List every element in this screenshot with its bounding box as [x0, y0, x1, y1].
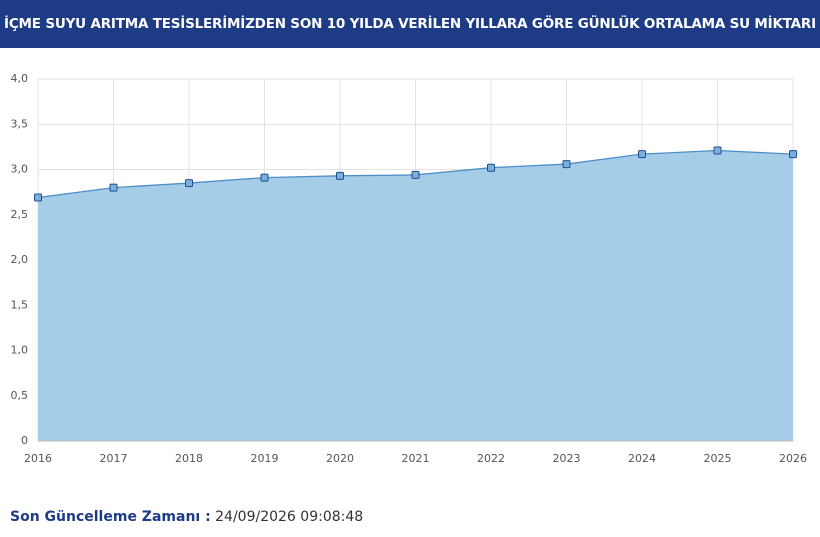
y-tick-label: 3,0 — [11, 163, 29, 176]
footer-label: Son Güncelleme Zamanı : — [10, 509, 211, 525]
point — [713, 146, 722, 155]
x-tick-label: 2019 — [251, 452, 279, 465]
point — [487, 163, 495, 172]
footer: Son Güncelleme Zamanı : 24/09/2026 09:08… — [10, 509, 363, 525]
y-tick-label: 2,5 — [11, 208, 29, 221]
x-tick-label: 2022 — [477, 452, 505, 465]
header-title: İÇME SUYU ARITMA TESİSLERİMİZDEN SON 10 … — [0, 0, 820, 48]
x-tick-label: 2020 — [326, 452, 354, 465]
point — [562, 160, 571, 169]
footer-value: 24/09/2026 09:08:48 — [215, 509, 364, 525]
y-tick-label: 4,0 — [11, 72, 29, 85]
x-tick-label: 2024 — [628, 452, 656, 465]
x-tick-label: 2017 — [100, 452, 128, 465]
y-tick-label: 0,5 — [11, 389, 29, 402]
y-tick-label: 3,5 — [11, 117, 29, 130]
area-fill — [38, 150, 793, 441]
point — [336, 171, 344, 180]
x-tick-label: 2018 — [175, 452, 203, 465]
y-tick-label: 1,0 — [11, 344, 29, 357]
y-tick-label: 0 — [21, 434, 28, 447]
point — [185, 179, 193, 188]
point — [411, 170, 420, 179]
point — [260, 173, 269, 182]
point — [34, 193, 42, 202]
x-tick-label: 2021 — [402, 452, 430, 465]
x-tick-label: 2025 — [704, 452, 732, 465]
point — [638, 150, 646, 159]
point — [789, 150, 797, 159]
x-tick-label: 2023 — [553, 452, 581, 465]
chart: 0 0,5 1,0 1,5 2,0 2,5 3,0 3,5 4,0 2016 2017 2018 201… — [11, 72, 808, 465]
point — [109, 183, 118, 192]
y-tick-label: 1,5 — [11, 298, 29, 311]
x-tick-label: 2026 — [779, 452, 807, 465]
x-tick-label: 2016 — [24, 452, 52, 465]
y-tick-label: 2,0 — [11, 253, 29, 266]
